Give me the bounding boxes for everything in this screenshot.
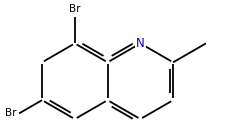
- Text: Br: Br: [69, 4, 81, 14]
- Text: Br: Br: [5, 108, 16, 118]
- Text: N: N: [136, 37, 145, 50]
